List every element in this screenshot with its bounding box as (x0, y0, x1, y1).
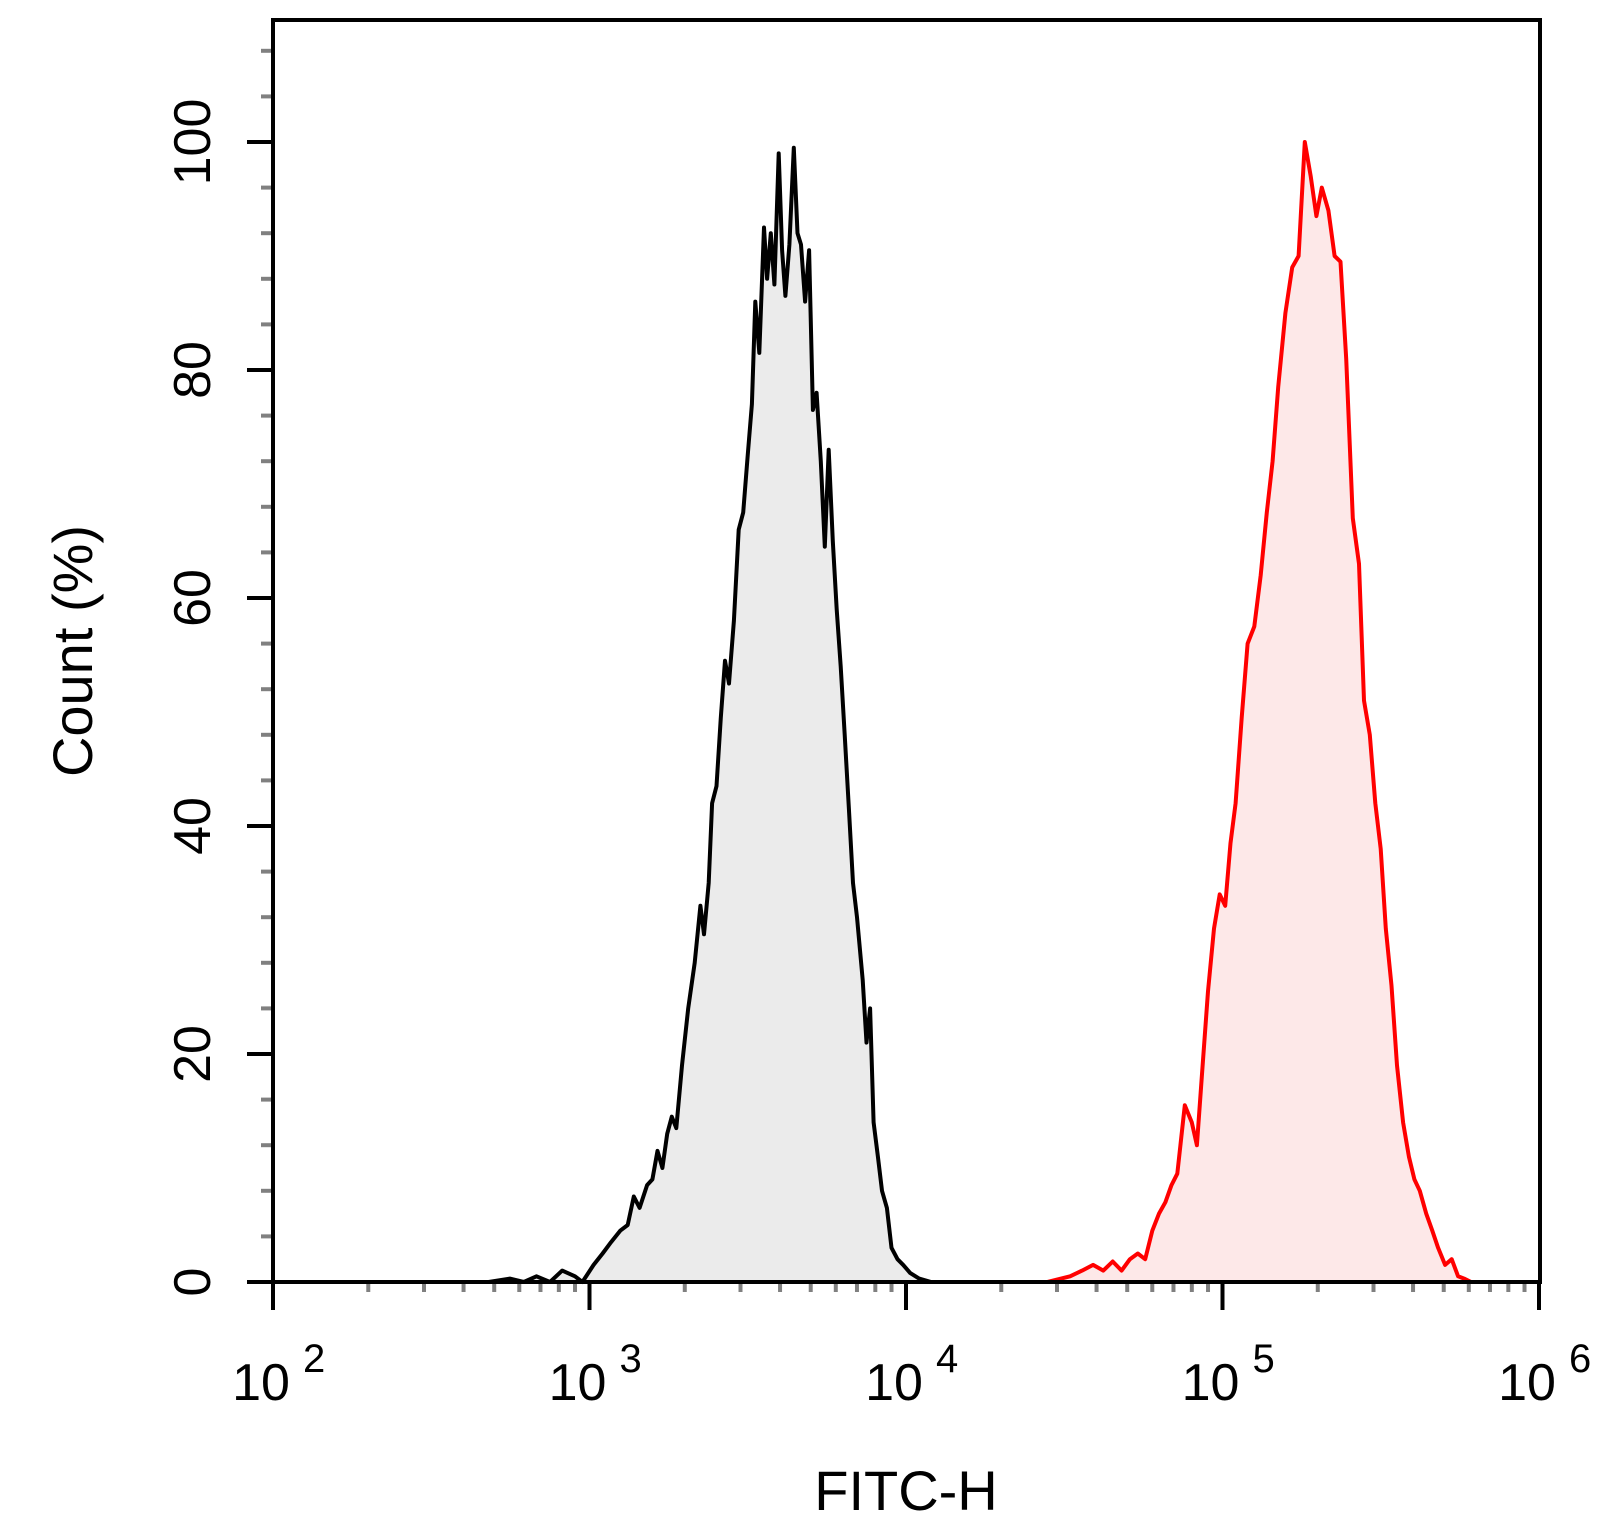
y-major-ticks (247, 140, 273, 1284)
x-tick-label: 10 2 (232, 1337, 325, 1412)
y-tick-label: 40 (164, 797, 222, 855)
series-layer (488, 140, 1490, 1284)
y-tick-label: 0 (164, 1268, 222, 1297)
x-tick-label-exponent: 2 (303, 1337, 325, 1381)
x-tick-label: 10 6 (1498, 1337, 1591, 1412)
x-tick-label: 10 4 (865, 1337, 958, 1412)
x-tick-labels: 10 2 10 3 10 4 10 5 10 6 (232, 1337, 1591, 1412)
x-tick-label-exponent: 4 (936, 1337, 958, 1381)
x-tick-label-base: 10 (549, 1354, 607, 1412)
x-tick-label-exponent: 6 (1569, 1337, 1591, 1381)
x-axis-title: FITC-H (814, 1459, 998, 1522)
y-tick-labels: 0 20 40 60 80 100 (164, 99, 222, 1297)
y-axis-title: Count (%) (41, 525, 104, 777)
y-tick-label: 80 (164, 341, 222, 399)
series-1-line (488, 145, 953, 1284)
x-tick-label-exponent: 3 (620, 1337, 642, 1381)
x-tick-label-exponent: 5 (1253, 1337, 1275, 1381)
x-tick-label-base: 10 (232, 1354, 290, 1412)
y-tick-label: 20 (164, 1025, 222, 1083)
x-tick-label-base: 10 (865, 1354, 923, 1412)
series-1-fill (488, 147, 953, 1283)
x-tick-label: 10 5 (1182, 1337, 1275, 1412)
x-tick-label-base: 10 (1182, 1354, 1240, 1412)
y-tick-label: 60 (164, 569, 222, 627)
series-2-line (1047, 140, 1490, 1284)
y-tick-label: 100 (164, 99, 222, 186)
x-tick-label-base: 10 (1498, 1354, 1556, 1412)
x-major-ticks (271, 1282, 1541, 1310)
x-tick-label: 10 3 (549, 1337, 642, 1412)
series-2-fill (1047, 142, 1490, 1282)
